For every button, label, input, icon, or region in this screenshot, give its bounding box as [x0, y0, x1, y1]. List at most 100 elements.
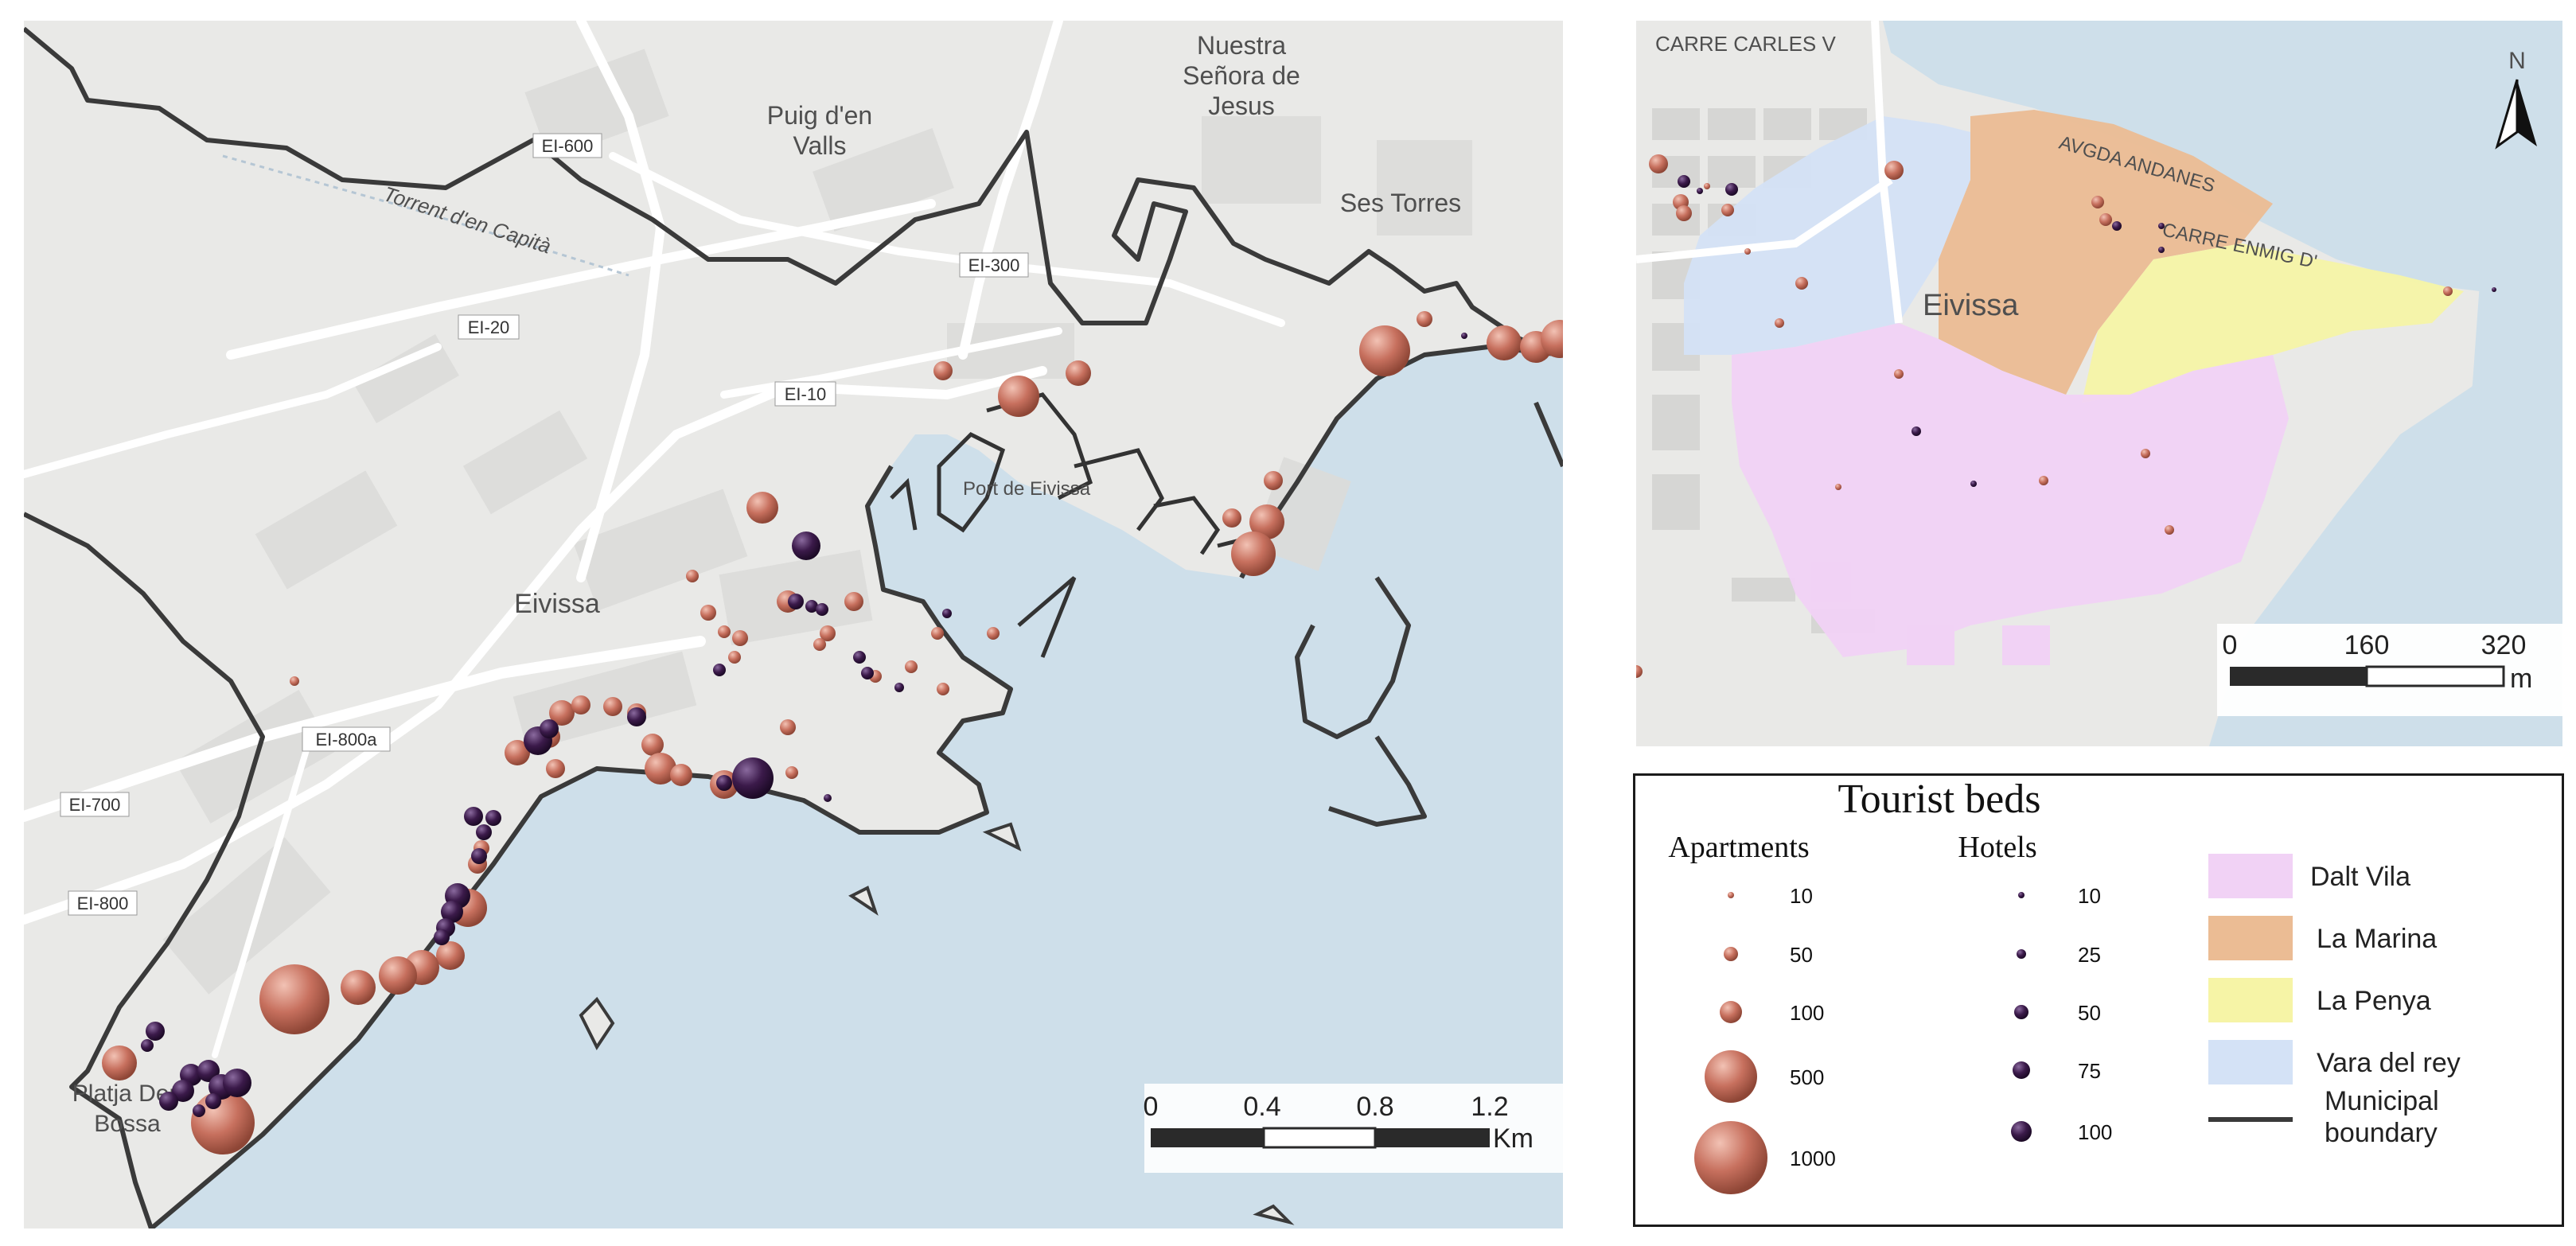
- apartment-marker: [2091, 196, 2104, 208]
- apartment-marker: [844, 592, 863, 611]
- legend-hotels-heading: Hotels: [1958, 831, 2036, 864]
- apartment-marker: [2443, 286, 2453, 296]
- hotel-marker: [2158, 223, 2165, 229]
- hotel-marker: [1697, 188, 1703, 194]
- hotel-marker: [464, 807, 483, 826]
- label-bossa: Bossa: [94, 1111, 161, 1137]
- inset-bed-markers: [1636, 154, 2496, 678]
- legend-zone-la-penya: La Penya: [2317, 986, 2431, 1016]
- legend-zone-vara-del-rey: Vara del rey: [2317, 1048, 2461, 1078]
- legend-canvas: Tourist beds Apartments Hotels 10 50 100…: [1668, 777, 2461, 1194]
- islets: [579, 822, 1295, 1225]
- apartment-marker: [998, 376, 1039, 417]
- apartment-marker: [2141, 449, 2150, 458]
- legend-hotel-100-label: 100: [2078, 1120, 2112, 1144]
- legend-hotel-50-label: 50: [2078, 1001, 2101, 1025]
- apartment-marker: [700, 605, 716, 621]
- apartment-marker: [1066, 360, 1091, 386]
- hotel-marker: [861, 667, 874, 679]
- legend-apt-50-label: 50: [1790, 943, 1813, 967]
- apartment-marker: [1676, 205, 1692, 221]
- apartment-marker: [780, 719, 796, 735]
- hotel-marker: [1912, 426, 1921, 436]
- label-valls: Valls: [793, 131, 847, 160]
- scale-tick-1-2: 1.2: [1471, 1092, 1508, 1122]
- hotel-marker: [540, 719, 559, 738]
- hotel-marker: [713, 664, 726, 676]
- label-nuestra: Nuestra: [1197, 31, 1286, 60]
- apartment-marker: [1222, 508, 1241, 528]
- sea: [151, 347, 1563, 1228]
- legend-hotel-100: [2011, 1121, 2032, 1142]
- legend-apt-1000: [1694, 1121, 1767, 1194]
- label-torrent: Torrent d'en Capità: [380, 181, 554, 258]
- apartment-marker: [987, 627, 1000, 640]
- inset-scale-tick-320: 320: [2481, 630, 2527, 660]
- legend-zone-dalt-vila: Dalt Vila: [2310, 862, 2410, 892]
- label-puig-den: Puig d'en: [767, 101, 872, 130]
- apartment-marker: [1487, 325, 1522, 360]
- apartment-marker: [341, 970, 376, 1005]
- apartment-marker: [1704, 183, 1710, 189]
- hotel-marker: [441, 901, 463, 923]
- torrent-river: [222, 154, 629, 277]
- scale-tick-0-4: 0.4: [1243, 1092, 1280, 1122]
- apartment-marker: [546, 759, 565, 778]
- hotel-marker: [193, 1104, 205, 1117]
- legend-apt-50: [1724, 947, 1738, 961]
- apartment-marker: [436, 941, 465, 970]
- apartment-marker: [290, 676, 299, 686]
- legend-apartment-symbols: [1694, 892, 1767, 1194]
- legend-hotel-75: [2013, 1061, 2030, 1079]
- hotel-marker: [1970, 481, 1977, 487]
- apartment-marker: [718, 625, 731, 638]
- road-ei800a: EI-800a: [315, 730, 377, 750]
- inset-map[interactable]: CARRE CARLES V AVGDA ANDANES CARRE ENMIG…: [1636, 21, 2562, 746]
- label-carre-carles-v: CARRE CARLES V: [1655, 32, 1836, 56]
- label-ses-torres: Ses Torres: [1340, 189, 1461, 217]
- legend-apt-10: [1728, 892, 1734, 898]
- hotel-marker: [816, 603, 828, 616]
- legend-apartments-heading: Apartments: [1668, 831, 1809, 864]
- hotel-marker: [788, 594, 804, 609]
- zone-la-penya: [2082, 243, 2464, 403]
- main-map[interactable]: Nuestra Señora de Jesus Puig d'en Valls …: [24, 21, 1563, 1228]
- label-eivissa: Eivissa: [514, 589, 600, 619]
- hotel-marker: [223, 1069, 251, 1097]
- inset-scale-tick-0: 0: [2223, 630, 2238, 660]
- label-port: Port de Eivissa: [963, 478, 1091, 500]
- hotel-marker: [805, 600, 818, 613]
- road-tags: EI-600 EI-300 EI-20 EI-10 EI-800a EI-700…: [60, 133, 1029, 916]
- hotel-marker: [1678, 175, 1690, 188]
- apartment-marker: [1541, 320, 1563, 358]
- legend-title: Tourist beds: [1838, 777, 2041, 822]
- apartment-marker: [1417, 311, 1432, 327]
- apartment-marker: [2039, 476, 2048, 485]
- apartment-marker: [571, 695, 590, 715]
- scale-unit-km: Km: [1493, 1123, 1534, 1154]
- legend-hotel-10: [2018, 892, 2025, 898]
- apartment-marker: [933, 361, 953, 380]
- hotel-marker: [205, 1093, 221, 1109]
- apartment-marker: [1636, 665, 1643, 678]
- apartment-marker: [2099, 213, 2112, 226]
- apartment-marker: [505, 740, 530, 765]
- apartment-marker: [931, 627, 944, 640]
- road-ei600: EI-600: [542, 136, 594, 156]
- legend-apt-1000-label: 1000: [1790, 1147, 1836, 1170]
- legend-swatch-vara-del-rey: [2208, 1040, 2293, 1084]
- hotel-marker: [476, 824, 492, 840]
- hotel-marker: [894, 683, 904, 692]
- legend-boundary-line2: boundary: [2325, 1118, 2438, 1148]
- hotel-marker: [471, 848, 487, 864]
- inset-streets: [1636, 21, 1903, 324]
- hotel-marker: [146, 1022, 165, 1041]
- apartment-marker: [1884, 161, 1904, 180]
- hotel-marker: [732, 757, 774, 799]
- hotel-marker: [942, 609, 952, 618]
- legend-hotel-50: [2014, 1005, 2028, 1019]
- road-ei800: EI-800: [77, 894, 129, 913]
- road-ei300: EI-300: [968, 255, 1020, 275]
- inset-bastions: [1811, 562, 2050, 665]
- scale-tick-0-8: 0.8: [1356, 1092, 1393, 1122]
